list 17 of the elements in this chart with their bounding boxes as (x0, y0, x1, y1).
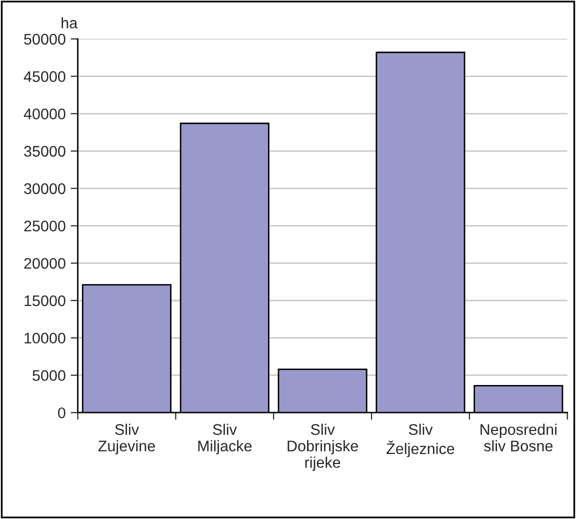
y-tick-label: 30000 (24, 183, 66, 194)
y-tick-label: 40000 (24, 108, 66, 120)
y-tick-label: 20000 (24, 258, 66, 269)
y-tick-label: 50000 (24, 34, 66, 45)
y-tick-label: 5000 (32, 370, 66, 381)
y-axis-title: ha (62, 17, 78, 28)
y-tick-label: 15000 (24, 295, 66, 306)
x-tick-label: Neposredni sliv Bosne (480, 424, 556, 452)
y-tick-label: 10000 (24, 332, 66, 344)
y-tick-label: 0 (58, 407, 66, 418)
y-tick-label: 45000 (24, 71, 66, 82)
x-tick-label: Sliv Zujevine (98, 424, 155, 454)
x-tick-label: Sliv Miljacke (198, 424, 252, 454)
x-tick-label: Sliv Dobrinjske rijeke (288, 424, 358, 471)
y-tick-label: 35000 (24, 146, 66, 157)
x-tick-label: Sliv Željeznice (386, 424, 454, 458)
y-tick-label: 25000 (24, 220, 66, 232)
